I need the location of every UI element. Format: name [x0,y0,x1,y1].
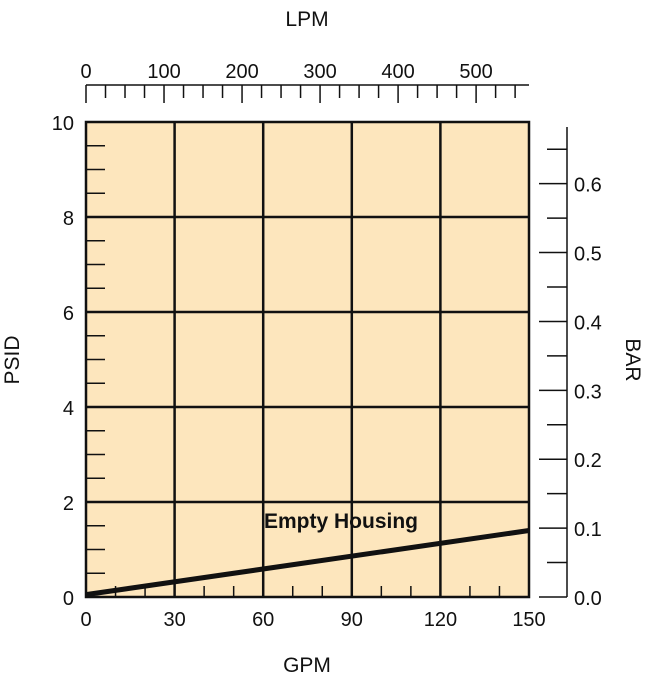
x-tick-label: 90 [341,609,363,631]
y-tick-label: 2 [63,493,74,515]
y2-tick-label: 0.4 [574,312,602,334]
x2-tick-label: 200 [225,61,258,83]
x2-tick-label: 500 [459,61,492,83]
y-tick-label: 4 [63,398,74,420]
x-tick-label: 120 [424,609,457,631]
series-label-empty-housing: Empty Housing [264,510,418,533]
x2-axis-title: LPM [285,8,328,31]
series-line-empty-housing [85,528,530,598]
y2-tick-label: 0.1 [574,519,602,541]
y2-tick-label: 0.6 [574,175,602,197]
y-tick-label: 8 [63,208,74,230]
y-tick-label: 10 [52,113,74,135]
x2-tick-label: 0 [80,61,91,83]
x2-tick-label: 100 [147,61,180,83]
grid [86,122,529,597]
y2-tick-label: 0.0 [574,588,602,610]
top-axis: 0 100 200 300 400 500 [80,61,529,103]
y2-tick-label: 0.5 [574,244,602,266]
x-tick-label: 30 [163,609,185,631]
x-axis-title: GPM [283,654,331,677]
plot-area [86,122,529,597]
y2-tick-label: 0.2 [574,450,602,472]
y2-axis-title: BAR [621,338,644,381]
x-tick-label: 60 [252,609,274,631]
y-tick-label: 0 [63,588,74,610]
y-axis-title: PSID [1,335,24,384]
x-tick-label: 150 [512,609,545,631]
right-axis: 0.0 0.1 0.2 0.3 0.4 0.5 0.6 [539,127,602,610]
x2-tick-label: 300 [303,61,336,83]
x-tick-label: 0 [80,609,91,631]
tick-labels: 0 30 60 90 120 150 0 2 4 6 8 10 [52,113,546,631]
x2-tick-label: 400 [381,61,414,83]
y2-tick-label: 0.3 [574,381,602,403]
series [85,528,530,598]
y-tick-label: 6 [63,303,74,325]
